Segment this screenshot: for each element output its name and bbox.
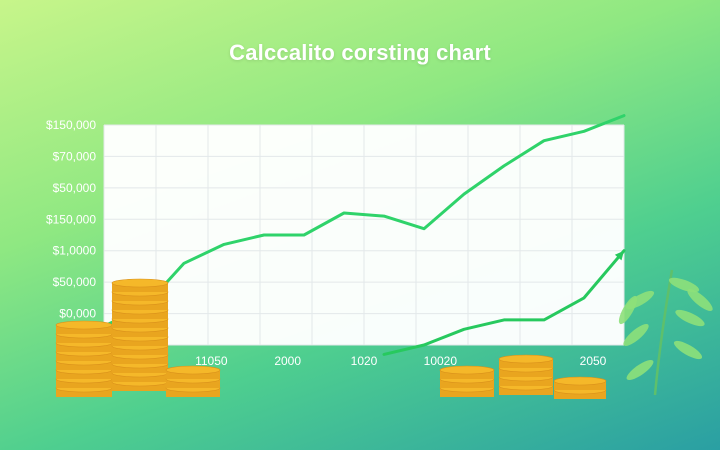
chart-title: Calccalito corsting chart: [229, 40, 491, 65]
x-tick-label: 2050: [580, 354, 607, 368]
x-tick-label: 10020: [424, 354, 458, 368]
y-tick-label: $50,000: [53, 275, 97, 289]
y-tick-label: $150,000: [46, 118, 96, 132]
x-tick-label: 1980: [122, 354, 149, 368]
x-tick-label: 2020: [503, 354, 530, 368]
y-tick-label: $0,000: [59, 307, 96, 321]
x-axis-ticks: 1980 11050 2000 1020 10020 2020 2050: [122, 354, 607, 368]
y-tick-label: $50,000: [53, 181, 97, 195]
y-tick-label: $70,000: [53, 149, 97, 163]
series-lines: [102, 114, 626, 356]
y-tick-label: $150,000: [46, 212, 96, 226]
y-tick-label: $1,0000: [53, 244, 97, 258]
x-tick-label: 11050: [195, 354, 228, 368]
series-1-line: [102, 114, 626, 328]
x-tick-label: 2000: [274, 354, 301, 368]
y-axis-ticks: $150,000 $70,000 $50,000 $150,000 $1,0000 $50…: [46, 118, 96, 352]
series-2-arrow-head: [614, 250, 624, 261]
x-tick-label: 1020: [351, 354, 378, 368]
series-2-line: [382, 249, 626, 356]
y-tick-label: $: [89, 338, 96, 352]
